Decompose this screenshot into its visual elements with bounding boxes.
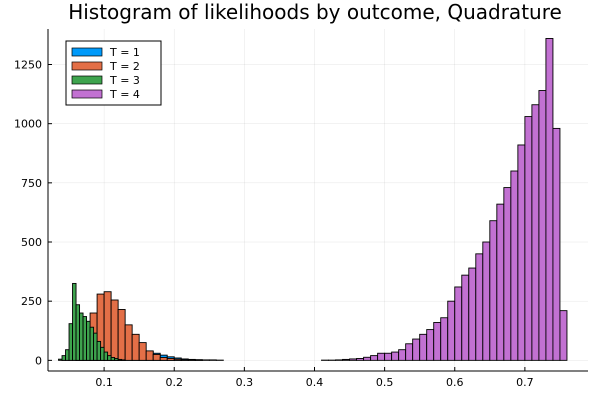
bar-series-4-bin-17 bbox=[433, 322, 442, 361]
series-3 bbox=[58, 282, 126, 361]
bar-series-3-bin-14 bbox=[103, 351, 109, 361]
bars-layer bbox=[58, 38, 568, 361]
legend-swatch-series-2 bbox=[71, 61, 103, 71]
bar-series-2-bin-7 bbox=[117, 309, 126, 361]
bar-series-4-bin-32 bbox=[538, 90, 547, 361]
bar-series-4-bin-27 bbox=[503, 187, 512, 361]
bar-series-4-bin-29 bbox=[517, 144, 526, 361]
legend-label-series-1: T = 1 bbox=[109, 46, 140, 59]
legend-swatch-series-3 bbox=[71, 75, 103, 85]
bar-series-4-bin-19 bbox=[447, 300, 456, 361]
bar-series-4-bin-11 bbox=[391, 351, 400, 361]
x-tick-label-0.1: 0.1 bbox=[95, 376, 113, 389]
bar-series-4-bin-5 bbox=[349, 358, 358, 361]
ticks-layer: 0.1 0.2 0.3 0.4 0.5 0.6 0.7 0 250 500 750 1000 1250 bbox=[14, 59, 534, 389]
bar-series-3-bin-5 bbox=[72, 282, 77, 361]
legend-swatch-series-4 bbox=[71, 89, 103, 99]
bar-series-4-bin-26 bbox=[496, 203, 505, 361]
bar-series-3-bin-3 bbox=[65, 349, 70, 361]
bar-series-2-bin-5 bbox=[103, 291, 112, 361]
x-tick-label-0.6: 0.6 bbox=[446, 376, 464, 389]
bar-series-2-bin-9 bbox=[131, 333, 140, 361]
bar-series-2-bin-12 bbox=[152, 353, 161, 361]
bar-series-4-bin-24 bbox=[482, 241, 491, 361]
bar-series-3-bin-1 bbox=[58, 358, 63, 361]
bar-series-4-bin-12 bbox=[398, 349, 407, 361]
bar-series-3-bin-7 bbox=[79, 312, 84, 361]
bar-series-3-bin-11 bbox=[93, 332, 98, 361]
bar-series-4-bin-13 bbox=[405, 343, 414, 361]
legend-label-series-2: T = 2 bbox=[109, 60, 140, 73]
bar-series-4-bin-10 bbox=[384, 352, 393, 361]
bar-series-3-bin-8 bbox=[82, 316, 88, 361]
bar-series-4-bin-34 bbox=[552, 127, 561, 361]
bar-series-4-bin-9 bbox=[377, 352, 386, 361]
bar-series-4-bin-7 bbox=[363, 356, 372, 361]
bar-series-4-bin-15 bbox=[419, 333, 428, 361]
bar-series-2-bin-6 bbox=[110, 299, 119, 361]
bar-series-3-bin-6 bbox=[75, 304, 81, 361]
bar-series-4-bin-6 bbox=[356, 358, 365, 361]
bar-series-4-bin-21 bbox=[461, 274, 470, 361]
bar-series-3-bin-17 bbox=[114, 358, 119, 361]
bar-series-4-bin-14 bbox=[412, 338, 421, 361]
bar-series-3-bin-12 bbox=[96, 340, 102, 361]
bar-series-3-bin-16 bbox=[110, 357, 116, 361]
y-tick-label-500: 500 bbox=[21, 236, 42, 249]
bar-series-4-bin-28 bbox=[510, 170, 519, 361]
bar-series-3-bin-15 bbox=[107, 355, 112, 361]
x-tick-label-0.7: 0.7 bbox=[516, 376, 534, 389]
y-tick-label-0: 0 bbox=[35, 354, 42, 367]
bar-series-2-bin-11 bbox=[145, 350, 154, 361]
legend-swatch-series-1 bbox=[71, 47, 103, 57]
y-tick-label-1250: 1250 bbox=[14, 59, 42, 72]
y-tick-label-1000: 1000 bbox=[14, 118, 42, 131]
legend: T = 1T = 2T = 3T = 4 bbox=[65, 40, 162, 106]
x-tick-label-0.2: 0.2 bbox=[165, 376, 183, 389]
chart-title: Histogram of likelihoods by outcome, Qua… bbox=[68, 0, 562, 24]
bar-series-4-bin-4 bbox=[342, 358, 351, 361]
bar-series-2-bin-13 bbox=[159, 357, 168, 361]
y-tick-label-250: 250 bbox=[21, 295, 42, 308]
bar-series-3-bin-18 bbox=[117, 358, 123, 361]
bar-series-2-bin-15 bbox=[173, 358, 182, 361]
bar-series-2-bin-16 bbox=[180, 359, 189, 361]
bar-series-4-bin-30 bbox=[524, 116, 533, 361]
bar-series-3-bin-10 bbox=[89, 326, 95, 361]
series-4 bbox=[321, 38, 568, 361]
bar-series-3-bin-4 bbox=[68, 323, 73, 361]
x-tick-label-0.5: 0.5 bbox=[376, 376, 394, 389]
bar-series-4-bin-25 bbox=[489, 220, 498, 361]
bar-series-2-bin-14 bbox=[166, 358, 175, 361]
bar-series-4-bin-31 bbox=[531, 104, 540, 361]
bar-series-3-bin-2 bbox=[61, 355, 66, 361]
bar-series-4-bin-18 bbox=[440, 317, 449, 361]
bar-series-4-bin-35 bbox=[559, 310, 568, 361]
legend-label-series-4: T = 4 bbox=[109, 88, 140, 101]
x-tick-label-0.4: 0.4 bbox=[306, 376, 324, 389]
bar-series-4-bin-23 bbox=[475, 253, 484, 361]
y-tick-label-750: 750 bbox=[21, 177, 42, 190]
bar-series-4-bin-33 bbox=[545, 38, 554, 361]
axes-layer bbox=[47, 29, 588, 372]
bar-series-4-bin-22 bbox=[468, 267, 477, 361]
bar-series-2-bin-8 bbox=[124, 324, 133, 361]
bar-series-2-bin-10 bbox=[138, 342, 147, 361]
bar-series-4-bin-16 bbox=[426, 329, 435, 361]
bar-series-3-bin-13 bbox=[100, 346, 105, 361]
legend-label-series-3: T = 3 bbox=[109, 74, 140, 87]
bar-series-4-bin-8 bbox=[370, 355, 379, 361]
bar-series-4-bin-20 bbox=[454, 286, 463, 361]
x-tick-label-0.3: 0.3 bbox=[236, 376, 254, 389]
bar-series-3-bin-9 bbox=[86, 320, 91, 361]
